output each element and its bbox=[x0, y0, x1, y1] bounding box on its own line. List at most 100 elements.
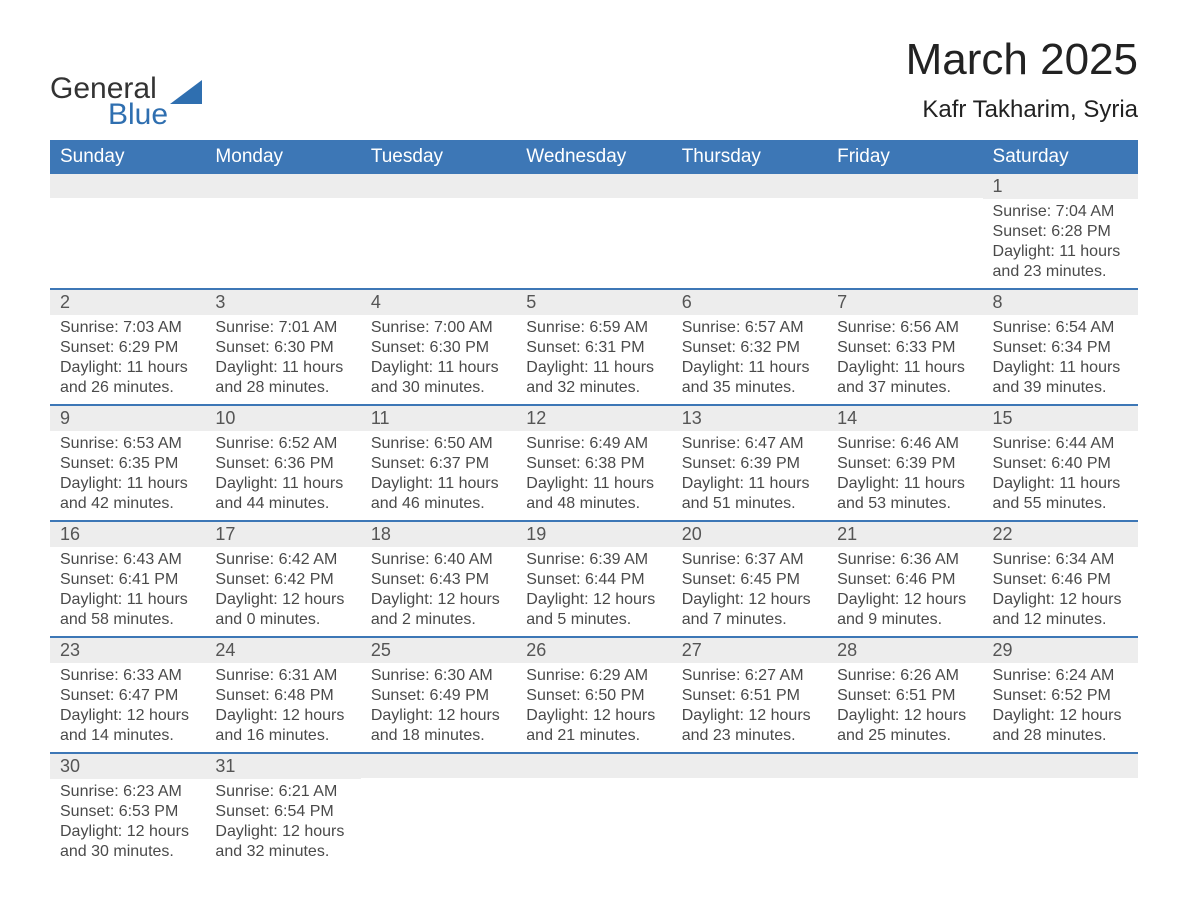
logo: General Blue bbox=[50, 36, 202, 130]
sunrise-text: Sunrise: 6:46 AM bbox=[837, 434, 972, 454]
sunset-text: Sunset: 6:31 PM bbox=[526, 338, 661, 358]
weekday-header: Tuesday bbox=[361, 140, 516, 174]
sunset-text: Sunset: 6:32 PM bbox=[682, 338, 817, 358]
day-body: Sunrise: 6:27 AMSunset: 6:51 PMDaylight:… bbox=[672, 663, 827, 752]
sunset-text: Sunset: 6:38 PM bbox=[526, 454, 661, 474]
sunrise-text: Sunrise: 6:53 AM bbox=[60, 434, 195, 454]
day-body: Sunrise: 7:00 AMSunset: 6:30 PMDaylight:… bbox=[361, 315, 516, 404]
day-number: 30 bbox=[50, 754, 205, 779]
daylight-text: Daylight: 12 hours and 14 minutes. bbox=[60, 706, 195, 746]
day-number: 25 bbox=[361, 638, 516, 663]
daylight-text: Daylight: 11 hours and 42 minutes. bbox=[60, 474, 195, 514]
sunset-text: Sunset: 6:30 PM bbox=[371, 338, 506, 358]
day-cell: 8Sunrise: 6:54 AMSunset: 6:34 PMDaylight… bbox=[983, 289, 1138, 405]
day-number: 20 bbox=[672, 522, 827, 547]
day-cell: 21Sunrise: 6:36 AMSunset: 6:46 PMDayligh… bbox=[827, 521, 982, 637]
sunset-text: Sunset: 6:30 PM bbox=[215, 338, 350, 358]
sunrise-text: Sunrise: 6:44 AM bbox=[993, 434, 1128, 454]
day-number: 22 bbox=[983, 522, 1138, 547]
day-cell bbox=[983, 753, 1138, 868]
sunrise-text: Sunrise: 6:50 AM bbox=[371, 434, 506, 454]
day-cell: 18Sunrise: 6:40 AMSunset: 6:43 PMDayligh… bbox=[361, 521, 516, 637]
day-cell bbox=[516, 174, 671, 289]
sunrise-text: Sunrise: 6:52 AM bbox=[215, 434, 350, 454]
title-block: March 2025 Kafr Takharim, Syria bbox=[906, 36, 1138, 124]
sunrise-text: Sunrise: 6:47 AM bbox=[682, 434, 817, 454]
daylight-text: Daylight: 11 hours and 32 minutes. bbox=[526, 358, 661, 398]
day-body: Sunrise: 6:54 AMSunset: 6:34 PMDaylight:… bbox=[983, 315, 1138, 404]
day-body-empty bbox=[827, 198, 982, 287]
week-row: 1Sunrise: 7:04 AMSunset: 6:28 PMDaylight… bbox=[50, 174, 1138, 289]
day-number: 5 bbox=[516, 290, 671, 315]
day-number bbox=[983, 754, 1138, 778]
daylight-text: Daylight: 11 hours and 37 minutes. bbox=[837, 358, 972, 398]
daylight-text: Daylight: 11 hours and 35 minutes. bbox=[682, 358, 817, 398]
daylight-text: Daylight: 11 hours and 30 minutes. bbox=[371, 358, 506, 398]
day-cell: 6Sunrise: 6:57 AMSunset: 6:32 PMDaylight… bbox=[672, 289, 827, 405]
day-number: 10 bbox=[205, 406, 360, 431]
day-body: Sunrise: 6:24 AMSunset: 6:52 PMDaylight:… bbox=[983, 663, 1138, 752]
day-cell bbox=[672, 174, 827, 289]
day-body: Sunrise: 6:47 AMSunset: 6:39 PMDaylight:… bbox=[672, 431, 827, 520]
day-body: Sunrise: 6:42 AMSunset: 6:42 PMDaylight:… bbox=[205, 547, 360, 636]
day-body: Sunrise: 6:33 AMSunset: 6:47 PMDaylight:… bbox=[50, 663, 205, 752]
sunrise-text: Sunrise: 6:36 AM bbox=[837, 550, 972, 570]
day-number bbox=[672, 174, 827, 198]
week-row: 2Sunrise: 7:03 AMSunset: 6:29 PMDaylight… bbox=[50, 289, 1138, 405]
day-number bbox=[361, 174, 516, 198]
sunrise-text: Sunrise: 6:37 AM bbox=[682, 550, 817, 570]
day-number: 8 bbox=[983, 290, 1138, 315]
page-title: March 2025 bbox=[906, 36, 1138, 84]
day-cell: 24Sunrise: 6:31 AMSunset: 6:48 PMDayligh… bbox=[205, 637, 360, 753]
sunrise-text: Sunrise: 6:42 AM bbox=[215, 550, 350, 570]
sunset-text: Sunset: 6:29 PM bbox=[60, 338, 195, 358]
week-row: 9Sunrise: 6:53 AMSunset: 6:35 PMDaylight… bbox=[50, 405, 1138, 521]
header: General Blue March 2025 Kafr Takharim, S… bbox=[50, 36, 1138, 130]
daylight-text: Daylight: 12 hours and 28 minutes. bbox=[993, 706, 1128, 746]
sunset-text: Sunset: 6:42 PM bbox=[215, 570, 350, 590]
day-body: Sunrise: 6:57 AMSunset: 6:32 PMDaylight:… bbox=[672, 315, 827, 404]
sunset-text: Sunset: 6:47 PM bbox=[60, 686, 195, 706]
sunrise-text: Sunrise: 7:01 AM bbox=[215, 318, 350, 338]
day-body: Sunrise: 6:37 AMSunset: 6:45 PMDaylight:… bbox=[672, 547, 827, 636]
day-body: Sunrise: 6:59 AMSunset: 6:31 PMDaylight:… bbox=[516, 315, 671, 404]
daylight-text: Daylight: 11 hours and 51 minutes. bbox=[682, 474, 817, 514]
day-cell: 11Sunrise: 6:50 AMSunset: 6:37 PMDayligh… bbox=[361, 405, 516, 521]
weekday-header: Sunday bbox=[50, 140, 205, 174]
sunrise-text: Sunrise: 6:56 AM bbox=[837, 318, 972, 338]
day-cell: 31Sunrise: 6:21 AMSunset: 6:54 PMDayligh… bbox=[205, 753, 360, 868]
sunset-text: Sunset: 6:49 PM bbox=[371, 686, 506, 706]
day-cell: 16Sunrise: 6:43 AMSunset: 6:41 PMDayligh… bbox=[50, 521, 205, 637]
sunrise-text: Sunrise: 6:54 AM bbox=[993, 318, 1128, 338]
day-cell: 29Sunrise: 6:24 AMSunset: 6:52 PMDayligh… bbox=[983, 637, 1138, 753]
week-row: 30Sunrise: 6:23 AMSunset: 6:53 PMDayligh… bbox=[50, 753, 1138, 868]
day-cell: 22Sunrise: 6:34 AMSunset: 6:46 PMDayligh… bbox=[983, 521, 1138, 637]
daylight-text: Daylight: 11 hours and 58 minutes. bbox=[60, 590, 195, 630]
day-number: 3 bbox=[205, 290, 360, 315]
day-number bbox=[516, 174, 671, 198]
daylight-text: Daylight: 12 hours and 18 minutes. bbox=[371, 706, 506, 746]
day-cell: 19Sunrise: 6:39 AMSunset: 6:44 PMDayligh… bbox=[516, 521, 671, 637]
sunrise-text: Sunrise: 6:29 AM bbox=[526, 666, 661, 686]
daylight-text: Daylight: 12 hours and 23 minutes. bbox=[682, 706, 817, 746]
sunset-text: Sunset: 6:28 PM bbox=[993, 222, 1128, 242]
day-number: 18 bbox=[361, 522, 516, 547]
daylight-text: Daylight: 11 hours and 39 minutes. bbox=[993, 358, 1128, 398]
day-body-empty bbox=[361, 198, 516, 287]
sunset-text: Sunset: 6:37 PM bbox=[371, 454, 506, 474]
sunset-text: Sunset: 6:34 PM bbox=[993, 338, 1128, 358]
calendar-page: General Blue March 2025 Kafr Takharim, S… bbox=[0, 0, 1188, 918]
logo-triangle-icon bbox=[170, 80, 202, 104]
day-cell: 28Sunrise: 6:26 AMSunset: 6:51 PMDayligh… bbox=[827, 637, 982, 753]
day-cell: 30Sunrise: 6:23 AMSunset: 6:53 PMDayligh… bbox=[50, 753, 205, 868]
day-number: 11 bbox=[361, 406, 516, 431]
day-cell: 12Sunrise: 6:49 AMSunset: 6:38 PMDayligh… bbox=[516, 405, 671, 521]
day-cell bbox=[672, 753, 827, 868]
daylight-text: Daylight: 12 hours and 21 minutes. bbox=[526, 706, 661, 746]
day-body: Sunrise: 6:36 AMSunset: 6:46 PMDaylight:… bbox=[827, 547, 982, 636]
day-cell: 14Sunrise: 6:46 AMSunset: 6:39 PMDayligh… bbox=[827, 405, 982, 521]
sunrise-text: Sunrise: 6:57 AM bbox=[682, 318, 817, 338]
sunset-text: Sunset: 6:48 PM bbox=[215, 686, 350, 706]
page-subtitle: Kafr Takharim, Syria bbox=[906, 96, 1138, 124]
sunset-text: Sunset: 6:44 PM bbox=[526, 570, 661, 590]
